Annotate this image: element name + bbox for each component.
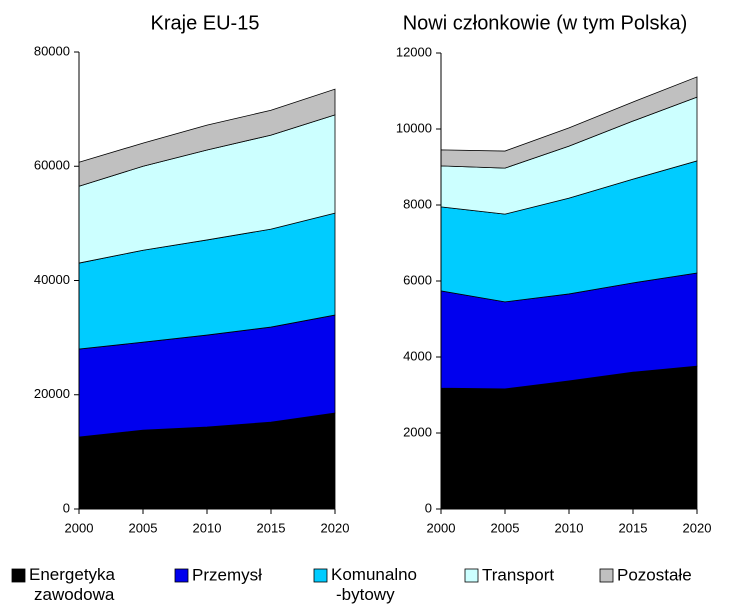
x-tick-label: 2015 bbox=[619, 520, 648, 535]
y-tick-label: 4000 bbox=[403, 348, 432, 363]
x-tick-label: 2005 bbox=[129, 520, 158, 535]
legend-label: Energetyka zawodowa bbox=[29, 565, 116, 604]
y-tick-label: 10000 bbox=[396, 120, 432, 135]
y-tick-label: 80000 bbox=[34, 43, 70, 58]
x-tick-label: 2000 bbox=[427, 520, 456, 535]
legend-label: Transport bbox=[482, 565, 554, 584]
y-tick-label: 12000 bbox=[396, 44, 432, 59]
chart-title: Kraje EU-15 bbox=[151, 12, 260, 34]
area bbox=[78, 88, 336, 187]
legend-label: Komunalno -bytowy bbox=[331, 565, 417, 604]
y-tick-label: 8000 bbox=[403, 196, 432, 211]
x-tick-label: 2020 bbox=[683, 520, 712, 535]
x-tick-label: 2005 bbox=[491, 520, 520, 535]
y-tick-label: 0 bbox=[63, 500, 70, 515]
legend-label-line: -bytowy bbox=[336, 585, 395, 604]
legend-label-line: Komunalno bbox=[331, 565, 417, 584]
legend-swatch bbox=[313, 568, 328, 583]
legend-swatch bbox=[11, 568, 26, 583]
y-tick-label: 60000 bbox=[34, 158, 70, 173]
y-tick-label: 6000 bbox=[403, 272, 432, 287]
legend-swatch bbox=[464, 568, 479, 583]
y-tick-label: 40000 bbox=[34, 272, 70, 287]
legend-label-line: zawodowa bbox=[34, 585, 115, 604]
legend-label: Pozostałe bbox=[617, 565, 692, 584]
x-tick-label: 2015 bbox=[257, 520, 286, 535]
y-tick-label: 0 bbox=[425, 500, 432, 515]
x-tick-label: 2010 bbox=[555, 520, 584, 535]
legend-swatch bbox=[599, 568, 614, 583]
x-tick-label: 2020 bbox=[321, 520, 350, 535]
chart-title: Nowi członkowie (w tym Polska) bbox=[403, 12, 688, 34]
y-tick-label: 2000 bbox=[403, 424, 432, 439]
y-tick-label: 20000 bbox=[34, 386, 70, 401]
x-tick-label: 2000 bbox=[65, 520, 94, 535]
area bbox=[440, 76, 698, 169]
legend-label-line: Energetyka bbox=[29, 565, 116, 584]
legend-swatch bbox=[174, 568, 189, 583]
legend-label: Przemysł bbox=[192, 565, 262, 584]
x-tick-label: 2010 bbox=[193, 520, 222, 535]
